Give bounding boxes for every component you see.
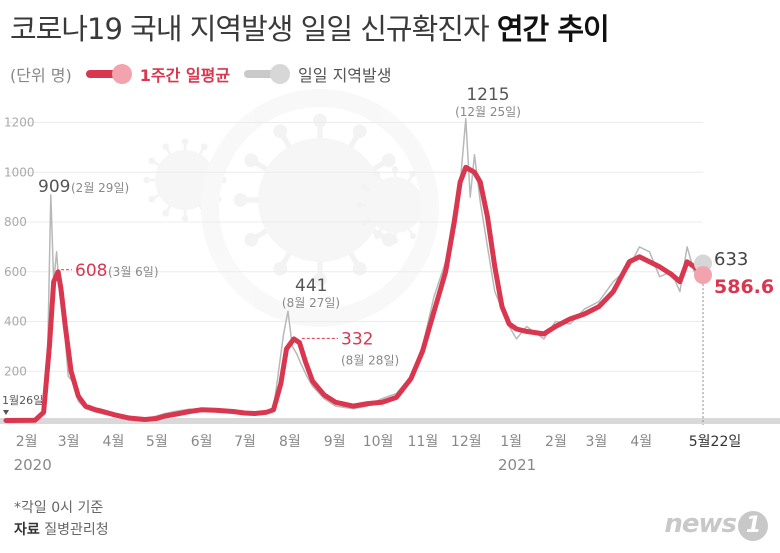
virus-spike-tip bbox=[352, 261, 367, 276]
footnote: *각일 0시 기준 bbox=[14, 500, 104, 516]
logo-text: news bbox=[664, 509, 737, 539]
virus-body bbox=[367, 177, 423, 233]
x-tick-label-15: 5월22일 bbox=[689, 434, 741, 450]
virus-spike-tip bbox=[233, 193, 248, 207]
annotation-332-value: 332 bbox=[341, 329, 373, 349]
legend-unit: (단위 명) bbox=[10, 66, 72, 85]
year-label-2020: 2020 bbox=[14, 456, 52, 474]
virus-spike-tip bbox=[409, 232, 417, 240]
source-label: 자료 bbox=[14, 522, 40, 538]
annotation-633-value: 633 bbox=[714, 249, 748, 270]
annotation-1215-date: (12월 25일) bbox=[455, 105, 521, 119]
y-tick-label-1200: 1200 bbox=[4, 116, 35, 130]
virus-spike-tip bbox=[356, 201, 363, 209]
x-tick-label-1: 3월 bbox=[58, 434, 80, 450]
annotation-909-value: 909 bbox=[38, 177, 70, 197]
virus-spike-tip bbox=[148, 157, 156, 165]
virus-spike-tip bbox=[360, 183, 368, 191]
x-tick-label-8: 10월 bbox=[363, 434, 394, 450]
virus-spike-tip bbox=[360, 219, 368, 227]
annotation-441-date: (8월 27일) bbox=[282, 296, 340, 310]
annotation-608-date: (3월 6일) bbox=[108, 265, 159, 279]
legend-daily-line-icon bbox=[244, 64, 291, 84]
x-tick-label-13: 3월 bbox=[586, 434, 608, 450]
x-tick-label-7: 9월 bbox=[324, 434, 346, 450]
x-tick-label-4: 6월 bbox=[191, 434, 213, 450]
y-tick-label-1000: 1000 bbox=[4, 165, 35, 179]
chart-title-bold: 연간 추이 bbox=[496, 12, 610, 46]
legend-weekly-label: 1주간 일평균 bbox=[139, 66, 231, 85]
annotation-586-value: 586.6 bbox=[714, 276, 774, 298]
virus-spike-tip bbox=[181, 138, 189, 145]
x-tick-label-6: 8월 bbox=[279, 434, 301, 450]
source-name: 질병관리청 bbox=[44, 522, 109, 538]
virus-spike-tip bbox=[273, 124, 288, 139]
virus-spike-tip bbox=[143, 176, 150, 184]
virus-halo-icon bbox=[201, 89, 439, 327]
virus-spike-tip bbox=[162, 209, 170, 217]
x-tick-label-5: 7월 bbox=[234, 434, 256, 450]
annotation-332-date: (8월 28일) bbox=[341, 353, 399, 367]
virus-spike-tip bbox=[352, 124, 367, 139]
x-axis-band bbox=[0, 418, 780, 424]
x-tick-label-14: 4월 bbox=[630, 434, 652, 450]
virus-1-icon bbox=[143, 138, 227, 222]
virus-spike-tip bbox=[391, 166, 399, 173]
x-tick-label-12: 2월 bbox=[545, 434, 567, 450]
weekly-end-point bbox=[694, 266, 712, 285]
series-weekly-line bbox=[3, 164, 706, 423]
annotation-608-value: 608 bbox=[75, 261, 107, 281]
virus-body bbox=[258, 138, 382, 262]
virus-spike-tip bbox=[313, 113, 327, 128]
x-tick-label-2: 4월 bbox=[103, 434, 125, 450]
legend-item-daily: 일일 지역발생 bbox=[244, 62, 391, 86]
legend: (단위 명) 1주간 일평균 일일 지역발생 bbox=[10, 62, 391, 86]
annotation-1215-value: 1215 bbox=[466, 85, 509, 105]
chart-title: 코로나19 국내 지역발생 일일 신규확진자 연간 추이 bbox=[10, 6, 610, 48]
virus-spike-tip bbox=[244, 153, 259, 168]
y-tick-label-600: 600 bbox=[4, 265, 27, 279]
year-label-2021: 2021 bbox=[498, 456, 536, 474]
virus-illustration-icon bbox=[143, 89, 439, 327]
legend-daily-label: 일일 지역발생 bbox=[298, 66, 392, 85]
virus-spike-tip bbox=[200, 143, 208, 151]
virus-spike-tip bbox=[373, 232, 381, 240]
start-marker-icon bbox=[3, 410, 9, 415]
source-line: 자료 질병관리청 bbox=[14, 519, 109, 539]
virus-spike-tip bbox=[162, 143, 170, 151]
virus-spike-tip bbox=[313, 272, 327, 287]
logo-mark: 1 bbox=[738, 511, 768, 541]
x-tick-label-9: 11월 bbox=[408, 434, 439, 450]
virus-spike-tip bbox=[244, 232, 259, 247]
y-tick-label-200: 200 bbox=[4, 364, 27, 378]
annotation-441-value: 441 bbox=[295, 276, 327, 296]
x-tick-label-0: 2월 bbox=[16, 434, 38, 450]
x-tick-label-10: 12월 bbox=[451, 434, 482, 450]
annotation-909-date: (2월 29일) bbox=[71, 181, 129, 195]
y-tick-label-800: 800 bbox=[4, 215, 27, 229]
legend-weekly-line-icon bbox=[85, 64, 132, 84]
x-tick-label-3: 5월 bbox=[146, 434, 168, 450]
virus-spike-tip bbox=[273, 261, 288, 276]
virus-body bbox=[155, 150, 215, 210]
y-tick-label-400: 400 bbox=[4, 315, 27, 329]
x-tick-label-11: 1월 bbox=[500, 434, 522, 450]
virus-spike-tip bbox=[148, 195, 156, 203]
annotation-start-date: 1월26일 bbox=[2, 393, 43, 407]
chart-title-main: 코로나19 국내 지역발생 일일 신규확진자 bbox=[10, 12, 497, 46]
virus-spike-tip bbox=[181, 215, 189, 222]
virus-spike-tip bbox=[391, 237, 399, 244]
news1-logo: news 1 bbox=[664, 509, 768, 541]
virus-spike-tip bbox=[381, 153, 396, 168]
virus-spike-tip bbox=[381, 232, 396, 247]
legend-item-weekly: 1주간 일평균 bbox=[85, 62, 231, 86]
